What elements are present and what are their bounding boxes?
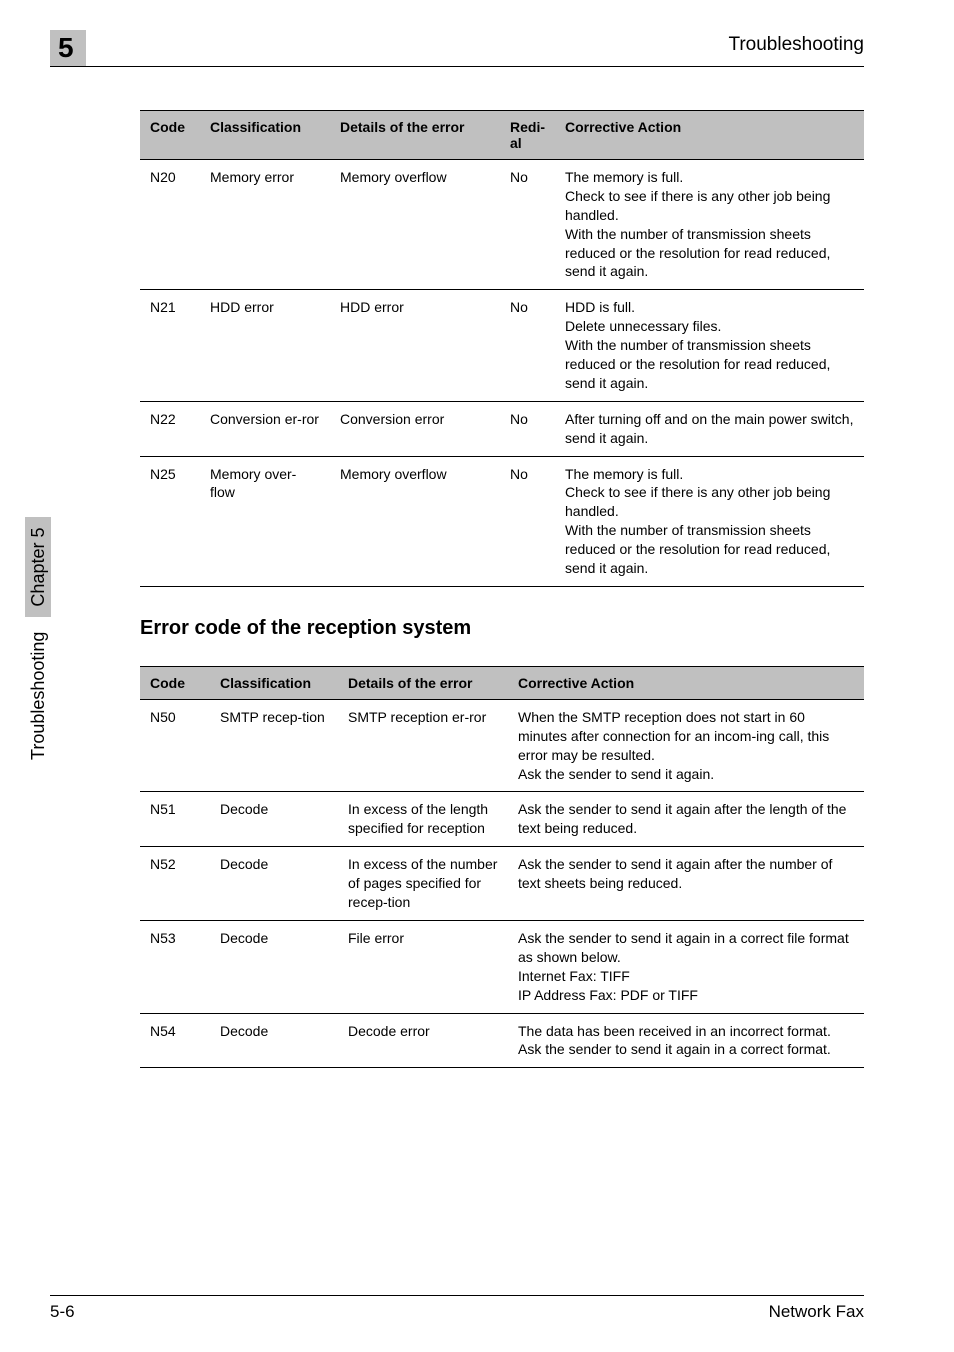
table-row: N53DecodeFile errorAsk the sender to sen… [140, 920, 864, 1013]
cell-details: HDD error [330, 290, 500, 401]
cell-classification: Decode [210, 1013, 338, 1068]
cell-action: HDD is full.Delete unnecessary files.Wit… [555, 290, 864, 401]
cell-action: Ask the sender to send it again in a cor… [508, 920, 864, 1013]
col-action: Corrective Action [555, 111, 864, 160]
cell-action: Ask the sender to send it again after th… [508, 847, 864, 921]
table-row: N25Memory over-flowMemory overflowNoThe … [140, 456, 864, 586]
cell-code: N52 [140, 847, 210, 921]
table-header-row: Code Classification Details of the error… [140, 666, 864, 699]
footer-line: 5-6 Network Fax [50, 1302, 864, 1322]
cell-action: When the SMTP reception does not start i… [508, 699, 864, 792]
chapter-number: 5 [58, 32, 74, 63]
table-row: N22Conversion er-rorConversion errorNoAf… [140, 401, 864, 456]
cell-details: In excess of the length specified for re… [338, 792, 508, 847]
footer-product: Network Fax [769, 1302, 864, 1322]
error-table-2: Code Classification Details of the error… [140, 666, 864, 1068]
cell-code: N21 [140, 290, 200, 401]
cell-code: N22 [140, 401, 200, 456]
table-row: N54DecodeDecode errorThe data has been r… [140, 1013, 864, 1068]
sidebar-label: Troubleshooting Chapter 5 [28, 518, 49, 761]
cell-redial: No [500, 290, 555, 401]
cell-classification: Decode [210, 792, 338, 847]
col-code: Code [140, 666, 210, 699]
header-title: Troubleshooting [728, 34, 864, 56]
cell-details: Decode error [338, 1013, 508, 1068]
col-details: Details of the error [330, 111, 500, 160]
cell-classification: Decode [210, 920, 338, 1013]
table-row: N50SMTP recep-tionSMTP reception er-rorW… [140, 699, 864, 792]
cell-classification: Memory over-flow [200, 456, 330, 586]
error-table-1: Code Classification Details of the error… [140, 110, 864, 587]
cell-classification: HDD error [200, 290, 330, 401]
cell-code: N54 [140, 1013, 210, 1068]
col-classification: Classification [210, 666, 338, 699]
cell-classification: Memory error [200, 160, 330, 290]
footer-page: 5-6 [50, 1302, 75, 1322]
cell-code: N51 [140, 792, 210, 847]
cell-details: In excess of the number of pages specifi… [338, 847, 508, 921]
cell-redial: No [500, 160, 555, 290]
cell-code: N50 [140, 699, 210, 792]
col-action: Corrective Action [508, 666, 864, 699]
cell-action: The data has been received in an incorre… [508, 1013, 864, 1068]
cell-action: The memory is full.Check to see if there… [555, 160, 864, 290]
table-row: N21HDD errorHDD errorNoHDD is full.Delet… [140, 290, 864, 401]
table-row: N20Memory errorMemory overflowNoThe memo… [140, 160, 864, 290]
cell-code: N53 [140, 920, 210, 1013]
table-row: N52DecodeIn excess of the number of page… [140, 847, 864, 921]
cell-classification: Conversion er-ror [200, 401, 330, 456]
cell-code: N20 [140, 160, 200, 290]
cell-action: The memory is full.Check to see if there… [555, 456, 864, 586]
col-redial: Redi-al [500, 111, 555, 160]
cell-details: Memory overflow [330, 456, 500, 586]
col-details: Details of the error [338, 666, 508, 699]
section-title: Error code of the reception system [140, 617, 864, 640]
footer-rule [50, 1295, 864, 1296]
table-row: N51DecodeIn excess of the length specifi… [140, 792, 864, 847]
col-code: Code [140, 111, 200, 160]
col-classification: Classification [200, 111, 330, 160]
sidebar-chapter: Chapter 5 [25, 518, 51, 617]
cell-classification: SMTP recep-tion [210, 699, 338, 792]
cell-action: After turning off and on the main power … [555, 401, 864, 456]
chapter-number-box: 5 [50, 30, 86, 66]
header-rule [50, 66, 864, 67]
cell-classification: Decode [210, 847, 338, 921]
cell-redial: No [500, 401, 555, 456]
sidebar-section: Troubleshooting [28, 632, 48, 760]
cell-code: N25 [140, 456, 200, 586]
cell-redial: No [500, 456, 555, 586]
content-area: Code Classification Details of the error… [140, 110, 864, 1068]
footer: 5-6 Network Fax [50, 1295, 864, 1322]
cell-details: Memory overflow [330, 160, 500, 290]
table-header-row: Code Classification Details of the error… [140, 111, 864, 160]
cell-details: Conversion error [330, 401, 500, 456]
cell-action: Ask the sender to send it again after th… [508, 792, 864, 847]
cell-details: File error [338, 920, 508, 1013]
cell-details: SMTP reception er-ror [338, 699, 508, 792]
